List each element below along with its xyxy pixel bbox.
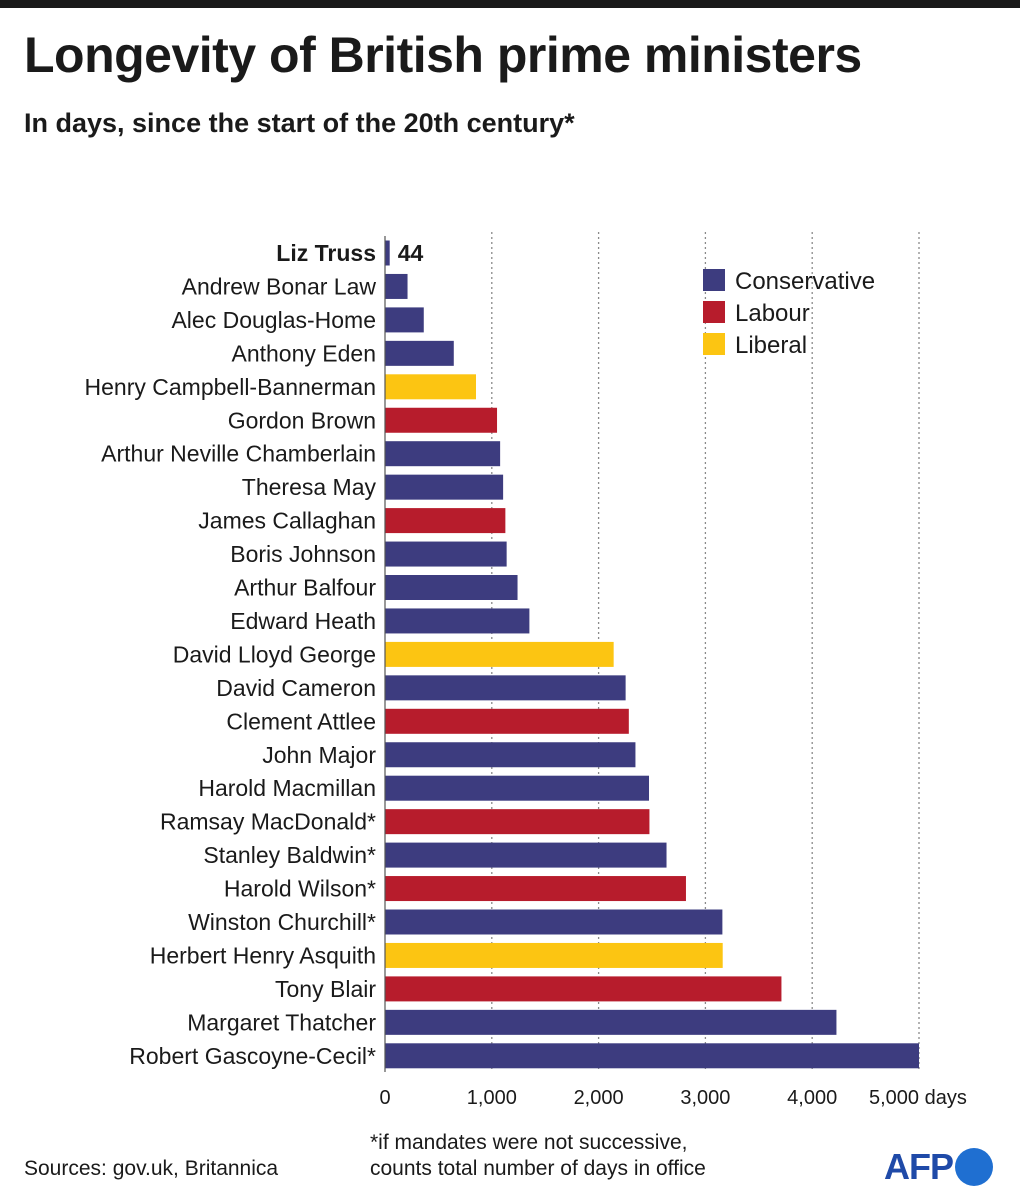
bar-14 bbox=[385, 708, 629, 734]
bar-10 bbox=[385, 575, 518, 600]
data-label-highlight: 44 bbox=[398, 240, 424, 266]
category-label-3: Anthony Eden bbox=[231, 340, 376, 366]
category-label-20: Winston Churchill* bbox=[188, 909, 376, 935]
category-label-2: Alec Douglas-Home bbox=[171, 307, 376, 333]
footnote-line-1: *if mandates were not successive, bbox=[370, 1131, 688, 1154]
category-label-16: Harold Macmillan bbox=[198, 775, 376, 801]
bar-19 bbox=[385, 876, 686, 902]
bar-6 bbox=[385, 441, 501, 467]
category-label-21: Herbert Henry Asquith bbox=[150, 942, 376, 968]
footnote: *if mandates were not successive, counts… bbox=[370, 1130, 706, 1182]
afp-logo: AFP bbox=[884, 1142, 993, 1192]
category-label-19: Harold Wilson* bbox=[224, 876, 376, 902]
legend-swatch-labour bbox=[703, 301, 725, 323]
legend-swatch-conservative bbox=[703, 269, 725, 291]
bar-23 bbox=[385, 1009, 837, 1035]
bar-3 bbox=[385, 340, 454, 366]
category-label-4: Henry Campbell-Bannerman bbox=[85, 374, 376, 400]
category-label-7: Theresa May bbox=[242, 474, 377, 500]
bar-chart: Liz Truss 44 Andrew Bonar Law Alec Douglas-… bbox=[85, 232, 967, 1109]
bar-22 bbox=[385, 976, 782, 1002]
bar-8 bbox=[385, 508, 506, 534]
legend-swatch-liberal bbox=[703, 333, 725, 355]
bar-11 bbox=[385, 608, 530, 634]
bar-0 bbox=[385, 240, 390, 266]
category-label-9: Boris Johnson bbox=[230, 541, 376, 567]
legend-label-conservative: Conservative bbox=[735, 268, 875, 295]
bar-7 bbox=[385, 474, 504, 500]
chart-subtitle: In days, since the start of the 20th cen… bbox=[24, 108, 575, 138]
category-label-5: Gordon Brown bbox=[228, 407, 376, 433]
category-label-8: James Callaghan bbox=[198, 508, 376, 534]
top-rule bbox=[0, 0, 1020, 8]
category-label-18: Stanley Baldwin* bbox=[203, 842, 376, 868]
bar-16 bbox=[385, 775, 650, 801]
bar-20 bbox=[385, 909, 723, 935]
bar-5 bbox=[385, 407, 498, 433]
category-label-0: Liz Truss bbox=[276, 240, 376, 266]
category-label-22: Tony Blair bbox=[275, 976, 376, 1002]
bar-9 bbox=[385, 541, 507, 567]
bar-1 bbox=[385, 273, 408, 299]
x-tick-label-0: 0 bbox=[379, 1087, 390, 1109]
category-label-17: Ramsay MacDonald* bbox=[160, 809, 376, 835]
bar-21 bbox=[385, 942, 723, 968]
category-label-24: Robert Gascoyne-Cecil* bbox=[129, 1043, 376, 1069]
bar-15 bbox=[385, 742, 636, 768]
category-label-12: David Lloyd George bbox=[173, 641, 376, 667]
category-label-6: Arthur Neville Chamberlain bbox=[101, 441, 376, 467]
x-tick-label-5000: 5,000 days bbox=[869, 1087, 967, 1109]
bar-12 bbox=[385, 641, 614, 667]
category-label-13: David Cameron bbox=[216, 675, 376, 701]
legend-label-liberal: Liberal bbox=[735, 332, 807, 359]
category-label-15: John Major bbox=[262, 742, 376, 768]
sources-text: Sources: gov.uk, Britannica bbox=[24, 1157, 279, 1180]
legend-label-labour: Labour bbox=[735, 300, 810, 327]
bar-2 bbox=[385, 307, 424, 333]
bar-4 bbox=[385, 374, 476, 400]
x-tick-label-2000: 2,000 bbox=[574, 1087, 624, 1109]
category-label-10: Arthur Balfour bbox=[234, 575, 376, 601]
afp-logo-circle-icon bbox=[955, 1148, 993, 1186]
bar-24 bbox=[385, 1043, 919, 1069]
footnote-line-2: counts total number of days in office bbox=[370, 1157, 706, 1180]
x-tick-label-3000: 3,000 bbox=[680, 1087, 730, 1109]
category-label-1: Andrew Bonar Law bbox=[182, 273, 377, 299]
x-tick-label-1000: 1,000 bbox=[467, 1087, 517, 1109]
x-tick-label-4000: 4,000 bbox=[787, 1087, 837, 1109]
chart-title: Longevity of British prime ministers bbox=[24, 27, 862, 83]
bar-17 bbox=[385, 809, 650, 835]
bar-13 bbox=[385, 675, 626, 701]
category-label-23: Margaret Thatcher bbox=[187, 1009, 376, 1035]
afp-logo-text: AFP bbox=[884, 1146, 954, 1187]
bar-18 bbox=[385, 842, 667, 868]
category-label-11: Edward Heath bbox=[230, 608, 376, 634]
category-label-14: Clement Attlee bbox=[226, 708, 376, 734]
